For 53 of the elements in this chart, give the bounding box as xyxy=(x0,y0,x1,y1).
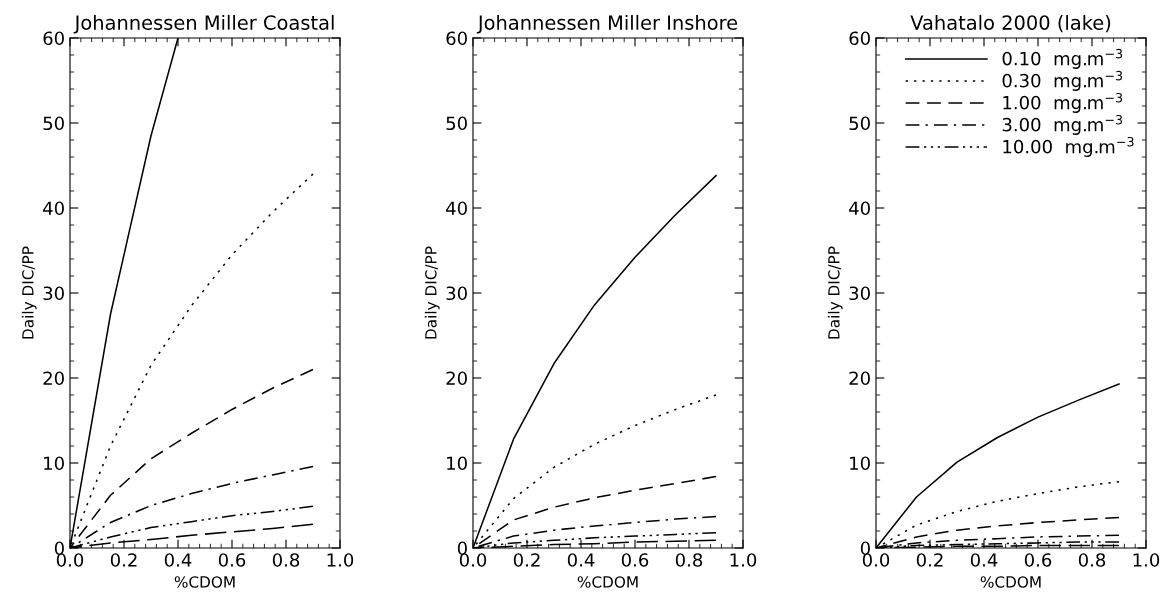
y-tick-label: 60 xyxy=(849,31,870,46)
y-axis-title: Daily DIC/PP xyxy=(827,246,843,339)
y-tick-label: 20 xyxy=(43,371,64,386)
y-tick-label: 40 xyxy=(849,201,870,216)
x-axis-title: %CDOM xyxy=(174,576,235,588)
y-tick-label: 30 xyxy=(849,286,870,301)
y-tick-label: 20 xyxy=(446,371,467,386)
x-tick-label: 0.6 xyxy=(1024,553,1052,567)
x-tick-label: 0.2 xyxy=(110,553,137,567)
y-tick-label: 10 xyxy=(850,456,870,471)
y-axis-title: Daily DIC/PP xyxy=(21,246,37,339)
y-tick-label: 10 xyxy=(447,456,467,471)
y-tick-label: 60 xyxy=(43,31,64,46)
x-tick-label: 0.4 xyxy=(567,553,595,567)
y-tick-label: 30 xyxy=(43,286,64,301)
legend-label: 1.00 mg.m$^{−3}$ xyxy=(1003,92,1123,113)
chart-title: Vahatalo 2000 (lake) xyxy=(910,14,1111,33)
x-tick-label: 0.2 xyxy=(916,553,943,567)
y-tick-label: 50 xyxy=(849,116,870,131)
x-tick-label: 1.0 xyxy=(730,553,757,567)
legend-label: 3.00 mg.m$^{−3}$ xyxy=(1002,114,1123,135)
y-tick-label: 50 xyxy=(43,116,64,131)
x-tick-label: 1.0 xyxy=(1133,553,1160,567)
chart-title: Johannessen Miller Coastal xyxy=(73,14,334,34)
x-tick-label: 0.6 xyxy=(218,553,246,567)
x-tick-label: 1.0 xyxy=(327,553,354,567)
y-tick-label: 0 xyxy=(54,541,64,556)
x-axis-title: %CDOM xyxy=(577,576,638,588)
x-tick-label: 0.4 xyxy=(164,553,192,567)
y-tick-label: 20 xyxy=(849,371,870,386)
y-tick-label: 0 xyxy=(457,541,467,556)
y-tick-label: 30 xyxy=(446,286,467,301)
x-tick-label: 0.0 xyxy=(459,553,487,567)
legend-label: 0.30 mg.m$^{−3}$ xyxy=(1002,70,1123,91)
x-tick-label: 0.0 xyxy=(56,553,84,567)
y-tick-label: 40 xyxy=(446,201,467,216)
x-tick-label: 0.8 xyxy=(272,553,300,567)
y-tick-label: 50 xyxy=(446,116,467,131)
y-tick-label: 0 xyxy=(860,541,870,556)
legend-label: 0.10 mg.m$^{−3}$ xyxy=(1002,48,1123,69)
x-tick-label: 0.8 xyxy=(1078,553,1106,567)
y-tick-label: 40 xyxy=(43,201,64,216)
x-axis-title: %CDOM xyxy=(980,576,1041,588)
chart-title: Johannessen Miller Inshore xyxy=(476,14,738,34)
y-tick-label: 10 xyxy=(44,456,64,471)
y-tick-label: 60 xyxy=(446,31,467,46)
legend-label: 10.00 mg.m$^{−3}$ xyxy=(1003,136,1134,157)
x-tick-label: 0.6 xyxy=(621,553,649,567)
x-tick-label: 0.4 xyxy=(970,553,998,567)
y-axis-title: Daily DIC/PP xyxy=(424,246,440,339)
x-tick-label: 0.8 xyxy=(675,553,703,567)
x-tick-label: 0.0 xyxy=(862,553,890,567)
x-tick-label: 0.2 xyxy=(513,553,540,567)
